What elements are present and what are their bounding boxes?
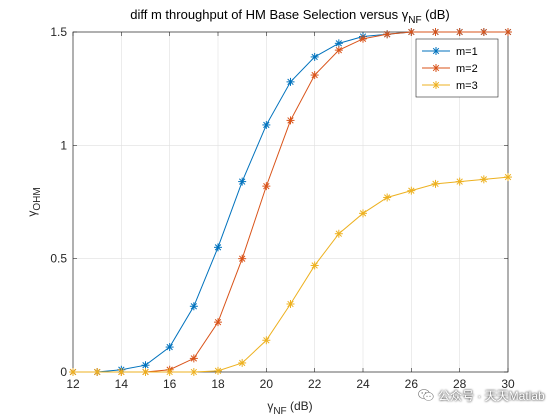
data-point-marker [455,28,464,36]
data-point-marker [69,368,77,376]
data-point-marker [117,368,126,376]
data-point-marker [504,173,512,182]
data-point-marker [407,186,416,195]
chart-title-symbol: γ [402,7,409,22]
data-point-marker [359,34,367,43]
data-point-marker [310,71,319,80]
series-layer [69,28,512,376]
data-point-marker [286,116,295,125]
data-point-marker [238,177,247,186]
wechat-icon [418,389,434,401]
x-tick-label: 12 [66,377,80,391]
data-point-marker [504,28,512,36]
y-axis-label-subscript: OHM [32,187,43,210]
data-point-marker [479,28,488,36]
y-tick-label: 1 [60,138,67,152]
data-point-marker [383,30,392,39]
chart-title: diff m throughput of HM Base Selection v… [130,7,449,26]
data-point-marker [214,318,222,327]
data-point-marker [262,182,271,191]
y-tick-label: 0.5 [50,252,67,266]
legend-swatch-marker [432,81,440,89]
data-point-marker [431,179,440,188]
x-tick-label: 30 [501,377,515,391]
legend-swatch-marker [432,64,440,72]
data-point-marker [141,361,150,370]
data-point-marker [214,243,222,252]
data-point-marker [214,366,222,375]
data-point-marker [334,39,343,48]
data-point-marker [286,300,295,308]
watermark-text: 公众号 · 天天Matlab [438,388,545,403]
data-point-marker [165,368,174,376]
legend: m=1 m=2 m=3 [415,38,499,98]
y-axis-label: γOHM [25,187,43,216]
y-tick-label: 1.5 [50,25,67,39]
x-axis-label-symbol: γ [267,399,273,413]
x-tick-label: 24 [356,377,370,391]
series-m=3 [69,173,512,376]
x-tick-label: 18 [211,377,225,391]
data-point-marker [359,209,367,218]
data-point-marker [455,177,464,186]
data-point-marker [189,368,198,376]
x-axis-label: γNF (dB) [267,399,312,417]
axes-box [72,31,509,373]
y-axis-label-symbol: γ [25,211,39,217]
chart-title-prefix: diff m throughput of HM Base Selection v… [130,7,401,22]
legend-label: m=3 [456,80,478,92]
tick-labels: 12 14 16 18 20 22 24 26 28 30 0 0.5 1 1.5 [50,25,515,391]
data-point-marker [238,254,247,263]
x-tick-label: 26 [405,377,419,391]
data-point-marker [334,229,343,238]
y-tick-label: 0 [60,365,67,379]
data-point-marker [141,368,150,376]
data-point-marker [189,354,198,363]
data-point-marker [286,77,295,86]
x-tick-label: 14 [115,377,129,391]
data-point-marker [165,343,174,352]
data-point-marker [383,193,392,202]
x-tick-label: 28 [453,377,467,391]
data-point-marker [479,175,488,184]
x-tick-label: 22 [308,377,322,391]
data-point-marker [431,28,440,36]
x-tick-label: 16 [163,377,177,391]
legend-label: m=1 [456,46,478,58]
data-point-marker [189,302,198,311]
data-point-marker [238,358,247,367]
legend-label: m=2 [456,63,478,75]
legend-swatch-marker [432,47,440,55]
chart-title-suffix: (dB) [422,7,450,22]
data-point-marker [310,52,319,61]
x-axis-label-suffix: (dB) [287,399,313,413]
data-point-marker [262,120,271,129]
data-point-marker [334,46,343,55]
data-point-marker [407,28,416,36]
data-point-marker [262,336,271,345]
chart-title-subscript: NF [408,15,421,26]
x-axis-label-subscript: NF [273,406,286,417]
data-point-marker [93,368,102,376]
watermark: 公众号 · 天天Matlab [418,386,545,404]
data-point-marker [310,261,319,270]
x-tick-label: 20 [260,377,274,391]
